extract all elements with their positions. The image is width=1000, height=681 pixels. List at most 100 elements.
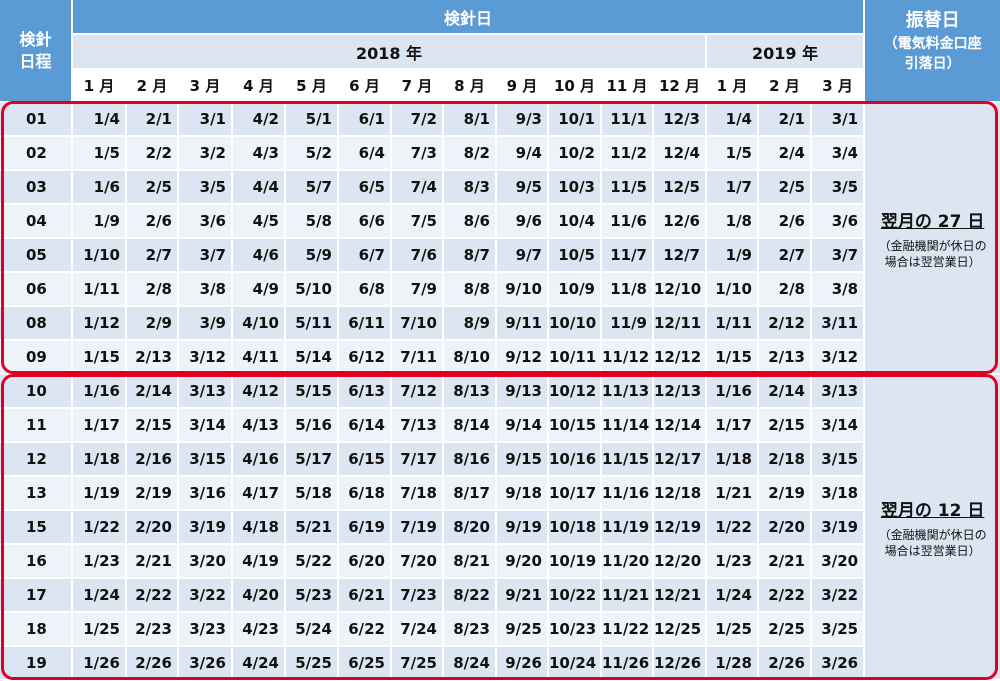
reading-date-cell: 10/22: [548, 578, 602, 613]
reading-date-cell: 5/17: [285, 442, 339, 477]
reading-date-cell: 1/24: [72, 578, 127, 613]
reading-date-cell: 2/7: [126, 238, 179, 273]
reading-date-cell: 6/12: [338, 340, 392, 375]
reading-date-cell: 10/10: [548, 306, 602, 341]
reading-date-cell: 6/25: [338, 646, 392, 681]
reading-date-cell: 9/7: [496, 238, 549, 273]
reading-date-cell: 4/11: [232, 340, 286, 375]
reading-date-cell: 10/5: [548, 238, 602, 273]
reading-date-cell: 2/6: [126, 204, 179, 239]
reading-date-cell: 1/12: [72, 306, 127, 341]
reading-date-cell: 7/13: [391, 408, 444, 443]
reading-day-cell: 08: [0, 306, 73, 341]
reading-date-cell: 2/20: [758, 510, 812, 545]
reading-date-cell: 9/12: [496, 340, 549, 375]
reading-date-cell: 11/22: [601, 612, 654, 647]
reading-date-cell: 2/14: [126, 374, 179, 409]
reading-date-cell: 12/21: [653, 578, 707, 613]
reading-date-cell: 11/26: [601, 646, 654, 681]
reading-date-cell: 11/2: [601, 136, 654, 171]
reading-date-cell: 3/14: [811, 408, 866, 443]
reading-date-cell: 1/4: [72, 102, 127, 137]
month-header: 8 月: [443, 69, 497, 103]
reading-date-cell: 1/11: [72, 272, 127, 307]
reading-date-cell: 7/3: [391, 136, 444, 171]
reading-date-cell: 6/8: [338, 272, 392, 307]
reading-day-header: 検針 日程: [0, 0, 73, 103]
reading-date-cell: 4/23: [232, 612, 286, 647]
reading-day-cell: 11: [0, 408, 73, 443]
reading-date-cell: 5/14: [285, 340, 339, 375]
reading-date-cell: 2/25: [758, 612, 812, 647]
reading-date-cell: 6/11: [338, 306, 392, 341]
reading-date-cell: 10/19: [548, 544, 602, 579]
reading-date-cell: 10/24: [548, 646, 602, 681]
reading-date-cell: 3/12: [811, 340, 866, 375]
reading-date-cell: 7/12: [391, 374, 444, 409]
reading-day-cell: 17: [0, 578, 73, 613]
reading-date-cell: 3/2: [178, 136, 233, 171]
reading-date-cell: 8/13: [443, 374, 497, 409]
reading-date-cell: 3/16: [178, 476, 233, 511]
reading-date-cell: 7/24: [391, 612, 444, 647]
reading-date-cell: 2/26: [126, 646, 179, 681]
reading-date-header: 検針日: [72, 0, 866, 35]
reading-date-cell: 8/17: [443, 476, 497, 511]
reading-date-cell: 5/7: [285, 170, 339, 205]
reading-date-cell: 2/19: [126, 476, 179, 511]
reading-date-cell: 10/3: [548, 170, 602, 205]
reading-date-cell: 1/18: [706, 442, 759, 477]
reading-date-cell: 3/5: [178, 170, 233, 205]
reading-date-cell: 5/8: [285, 204, 339, 239]
reading-date-cell: 6/15: [338, 442, 392, 477]
reading-date-cell: 8/2: [443, 136, 497, 171]
reading-date-cell: 8/16: [443, 442, 497, 477]
reading-date-cell: 2/4: [758, 136, 812, 171]
reading-date-cell: 3/13: [811, 374, 866, 409]
reading-date-cell: 8/10: [443, 340, 497, 375]
reading-date-cell: 12/26: [653, 646, 707, 681]
reading-date-cell: 2/23: [126, 612, 179, 647]
table-row: 15 1/22 2/20 3/19 4/18 5/21 6/19 7/19 8/20 9/19 10…: [0, 510, 1000, 545]
reading-date-cell: 1/17: [706, 408, 759, 443]
reading-date-cell: 3/11: [811, 306, 866, 341]
reading-date-cell: 12/6: [653, 204, 707, 239]
reading-date-cell: 2/18: [758, 442, 812, 477]
reading-date-cell: 6/22: [338, 612, 392, 647]
reading-date-cell: 8/6: [443, 204, 497, 239]
reading-day-cell: 12: [0, 442, 73, 477]
reading-day-cell: 04: [0, 204, 73, 239]
reading-date-cell: 1/11: [706, 306, 759, 341]
reading-date-cell: 4/13: [232, 408, 286, 443]
reading-date-cell: 7/20: [391, 544, 444, 579]
reading-date-cell: 8/8: [443, 272, 497, 307]
reading-date-cell: 1/9: [706, 238, 759, 273]
table-row: 04 1/9 2/6 3/6 4/5 5/8 6/6 7/5 8/6 9/6 10/4 11/6 12/…: [0, 204, 1000, 239]
reading-date-cell: 3/23: [178, 612, 233, 647]
reading-date-cell: 4/19: [232, 544, 286, 579]
table-row: 11 1/17 2/15 3/14 4/13 5/16 6/14 7/13 8/14 9/14 10…: [0, 408, 1000, 443]
transfer-date-note: （金融機関が休日の 場合は翌営業日）: [878, 527, 987, 558]
transfer-date-value: 翌月の 12 日: [880, 500, 985, 521]
reading-date-cell: 1/16: [72, 374, 127, 409]
reading-date-cell: 8/20: [443, 510, 497, 545]
month-header: 1 月: [72, 69, 127, 103]
reading-date-cell: 2/20: [126, 510, 179, 545]
reading-date-cell: 11/21: [601, 578, 654, 613]
reading-date-cell: 3/5: [811, 170, 866, 205]
table-row: 17 1/24 2/22 3/22 4/20 5/23 6/21 7/23 8/22 9/21 10…: [0, 578, 1000, 613]
reading-date-cell: 2/16: [126, 442, 179, 477]
reading-date-cell: 9/11: [496, 306, 549, 341]
reading-date-cell: 2/9: [126, 306, 179, 341]
reading-date-cell: 10/12: [548, 374, 602, 409]
reading-date-cell: 4/12: [232, 374, 286, 409]
reading-date-cell: 6/19: [338, 510, 392, 545]
reading-date-cell: 8/14: [443, 408, 497, 443]
reading-date-cell: 7/6: [391, 238, 444, 273]
reading-date-cell: 5/16: [285, 408, 339, 443]
reading-date-cell: 9/5: [496, 170, 549, 205]
reading-date-cell: 4/4: [232, 170, 286, 205]
reading-date-cell: 5/9: [285, 238, 339, 273]
reading-date-cell: 5/2: [285, 136, 339, 171]
